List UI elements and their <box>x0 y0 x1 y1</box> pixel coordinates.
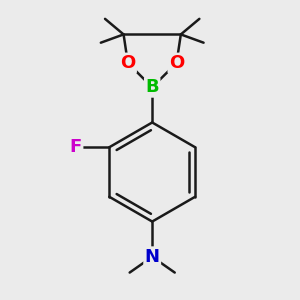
Text: O: O <box>120 54 136 72</box>
Text: O: O <box>169 54 184 72</box>
Text: N: N <box>145 248 160 266</box>
Text: F: F <box>70 138 82 156</box>
Text: B: B <box>146 78 159 96</box>
